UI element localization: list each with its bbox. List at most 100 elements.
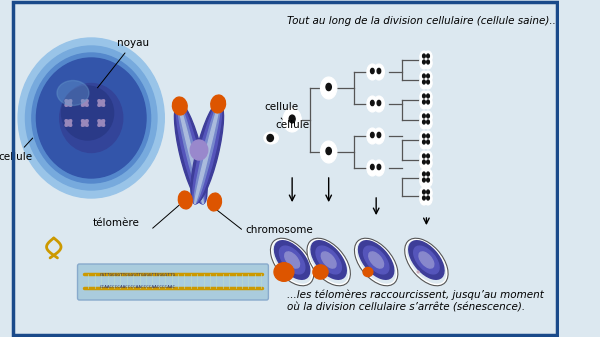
Ellipse shape xyxy=(280,246,305,274)
Ellipse shape xyxy=(176,102,205,204)
Ellipse shape xyxy=(422,94,425,98)
Ellipse shape xyxy=(367,96,378,112)
Ellipse shape xyxy=(420,117,428,129)
Ellipse shape xyxy=(364,246,389,274)
Ellipse shape xyxy=(422,120,425,124)
Ellipse shape xyxy=(373,160,385,176)
Ellipse shape xyxy=(420,157,428,169)
Ellipse shape xyxy=(373,64,385,80)
Ellipse shape xyxy=(178,191,192,209)
Ellipse shape xyxy=(422,140,425,144)
Ellipse shape xyxy=(424,97,432,109)
Ellipse shape xyxy=(424,137,432,149)
Ellipse shape xyxy=(424,51,432,63)
Ellipse shape xyxy=(427,190,430,194)
Ellipse shape xyxy=(313,265,328,279)
FancyBboxPatch shape xyxy=(77,264,268,300)
Ellipse shape xyxy=(420,131,428,143)
Ellipse shape xyxy=(316,246,341,274)
Ellipse shape xyxy=(420,77,428,89)
Ellipse shape xyxy=(377,132,380,137)
Ellipse shape xyxy=(377,164,380,170)
Ellipse shape xyxy=(371,164,374,170)
Ellipse shape xyxy=(424,157,432,169)
Ellipse shape xyxy=(422,80,425,84)
Ellipse shape xyxy=(422,54,425,58)
Text: cellule: cellule xyxy=(0,138,33,162)
Ellipse shape xyxy=(373,128,385,144)
Ellipse shape xyxy=(326,84,331,91)
Ellipse shape xyxy=(427,94,430,98)
Ellipse shape xyxy=(427,120,430,124)
Ellipse shape xyxy=(264,132,278,144)
Ellipse shape xyxy=(420,97,428,109)
Ellipse shape xyxy=(427,140,430,144)
Text: cellule: cellule xyxy=(276,120,310,130)
Ellipse shape xyxy=(420,169,428,181)
Ellipse shape xyxy=(65,100,72,106)
Ellipse shape xyxy=(82,120,88,126)
Text: chromosome: chromosome xyxy=(245,225,313,235)
Ellipse shape xyxy=(82,100,88,106)
Ellipse shape xyxy=(98,120,104,126)
Ellipse shape xyxy=(32,53,151,183)
Ellipse shape xyxy=(191,102,224,204)
Ellipse shape xyxy=(25,46,157,190)
Ellipse shape xyxy=(422,134,425,138)
Ellipse shape xyxy=(424,91,432,103)
Ellipse shape xyxy=(377,68,380,73)
Ellipse shape xyxy=(193,102,221,204)
Ellipse shape xyxy=(424,117,432,129)
Ellipse shape xyxy=(371,132,374,137)
Ellipse shape xyxy=(175,102,207,204)
Text: CCAACCCCAACCCCAACCCCAACCCCAAC: CCAACCCCAACCCCAACCCCAACCCCAAC xyxy=(100,285,176,289)
Text: où la division cellulaire s’arrête (sénescence).: où la division cellulaire s’arrête (séne… xyxy=(287,302,525,312)
Ellipse shape xyxy=(420,187,428,199)
Ellipse shape xyxy=(285,252,299,268)
Ellipse shape xyxy=(57,81,89,105)
Ellipse shape xyxy=(422,100,425,104)
Ellipse shape xyxy=(326,147,331,155)
Text: noyau: noyau xyxy=(98,38,149,88)
Ellipse shape xyxy=(427,74,430,78)
Ellipse shape xyxy=(420,175,428,187)
Ellipse shape xyxy=(427,80,430,84)
Ellipse shape xyxy=(377,100,380,105)
Ellipse shape xyxy=(65,120,72,126)
Ellipse shape xyxy=(420,193,428,205)
Ellipse shape xyxy=(82,100,88,106)
Ellipse shape xyxy=(18,38,164,198)
Ellipse shape xyxy=(420,111,428,123)
Ellipse shape xyxy=(420,151,428,163)
Ellipse shape xyxy=(420,57,428,69)
Ellipse shape xyxy=(424,187,432,199)
Ellipse shape xyxy=(369,252,383,268)
Ellipse shape xyxy=(419,252,434,268)
Ellipse shape xyxy=(367,128,378,144)
Ellipse shape xyxy=(194,102,220,204)
Ellipse shape xyxy=(422,154,425,158)
Ellipse shape xyxy=(367,160,378,176)
Ellipse shape xyxy=(267,134,274,142)
Ellipse shape xyxy=(422,74,425,78)
Ellipse shape xyxy=(427,196,430,200)
Ellipse shape xyxy=(424,151,432,163)
Ellipse shape xyxy=(422,178,425,182)
Ellipse shape xyxy=(424,71,432,83)
Ellipse shape xyxy=(98,100,104,106)
Ellipse shape xyxy=(422,60,425,64)
Ellipse shape xyxy=(420,51,428,63)
Ellipse shape xyxy=(60,84,123,153)
Ellipse shape xyxy=(82,120,88,126)
Text: cellule: cellule xyxy=(265,102,299,112)
Ellipse shape xyxy=(172,97,187,115)
Ellipse shape xyxy=(371,68,374,73)
Ellipse shape xyxy=(359,241,394,279)
Text: ...les télomères raccourcissent, jusqu’au moment: ...les télomères raccourcissent, jusqu’a… xyxy=(287,290,544,301)
Ellipse shape xyxy=(427,60,430,64)
Ellipse shape xyxy=(65,120,72,126)
Ellipse shape xyxy=(194,102,220,204)
Ellipse shape xyxy=(427,134,430,138)
Ellipse shape xyxy=(178,102,204,204)
Ellipse shape xyxy=(311,241,346,279)
